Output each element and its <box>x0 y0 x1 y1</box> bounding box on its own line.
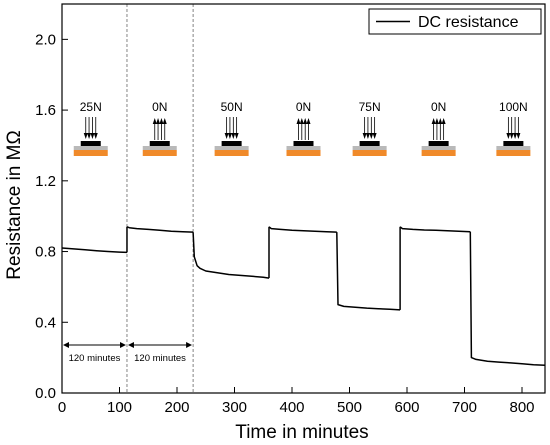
force-icon: 50N <box>214 100 249 156</box>
force-arrow-head <box>303 118 308 124</box>
legend-entry-dc-resistance: DC resistance <box>418 14 519 31</box>
substrate-orange <box>352 150 387 156</box>
x-tick-label: 200 <box>164 399 189 416</box>
x-tick-label: 400 <box>279 399 304 416</box>
x-tick-label: 300 <box>222 399 247 416</box>
axes-layer: 0 100 200 300 400 500 600 700 800 0.0 0.4 0.8 1.2 1.6… <box>35 3 546 416</box>
force-label: 0N <box>152 100 167 114</box>
force-icon: 0N <box>142 100 177 156</box>
substrate-orange <box>421 150 456 156</box>
force-arrow-head <box>362 133 367 139</box>
force-icon: 0N <box>286 100 321 156</box>
interval-label: 120 minutes <box>134 353 186 364</box>
x-tick-label: 100 <box>107 399 132 416</box>
force-arrow-head <box>152 118 157 124</box>
substrate-orange <box>214 150 249 156</box>
force-arrow-head <box>441 118 446 124</box>
sensor-block <box>359 141 380 146</box>
sensor-block <box>293 141 314 146</box>
substrate-gray <box>421 146 456 150</box>
substrate-orange <box>496 150 531 156</box>
force-label: 0N <box>296 100 311 114</box>
force-arrow-head <box>509 133 514 139</box>
force-arrow-head <box>434 118 439 124</box>
substrate-orange <box>142 150 177 156</box>
force-label: 50N <box>221 100 243 114</box>
force-arrow-head <box>90 133 95 139</box>
substrate-gray <box>352 146 387 150</box>
series-layer <box>61 226 546 366</box>
force-arrow-head <box>506 133 511 139</box>
sensor-block <box>80 141 101 146</box>
force-arrow-head <box>296 118 301 124</box>
force-arrow-head <box>234 133 239 139</box>
y-tick-label: 0.0 <box>35 385 56 402</box>
y-axis-title: Resistance in MΩ <box>4 130 25 279</box>
series-dc-resistance-segment <box>192 232 270 279</box>
force-arrow-head <box>159 118 164 124</box>
force-label: 0N <box>431 100 446 114</box>
sensor-block <box>428 141 449 146</box>
x-axis-title: Time in minutes <box>235 422 368 443</box>
force-arrow-head <box>369 133 374 139</box>
force-label: 100N <box>499 100 528 114</box>
substrate-gray <box>73 146 108 150</box>
force-icon: 75N <box>352 100 387 156</box>
substrate-gray <box>142 146 177 150</box>
force-arrow-head <box>224 133 229 139</box>
series-dc-resistance-segment <box>61 247 128 254</box>
force-arrow-head <box>299 118 304 124</box>
vertical-marker-layer <box>126 4 194 393</box>
interval-annotation-layer: 120 minutes 120 minutes <box>63 342 193 364</box>
force-arrow-head <box>93 133 98 139</box>
force-icon: 100N <box>496 100 531 156</box>
y-tick-label: 0.4 <box>35 314 56 331</box>
force-arrow-head <box>87 133 92 139</box>
substrate-gray <box>286 146 321 150</box>
substrate-orange <box>286 150 321 156</box>
interval-label: 120 minutes <box>69 353 121 364</box>
substrate-gray <box>496 146 531 150</box>
force-arrow-head <box>306 118 311 124</box>
plot-frame <box>61 3 546 394</box>
x-tick-label: 700 <box>452 399 477 416</box>
sensor-block <box>503 141 524 146</box>
force-arrow-head <box>156 118 161 124</box>
series-dc-resistance-segment <box>336 232 401 311</box>
sensor-block <box>149 141 170 146</box>
force-arrow-head <box>438 118 443 124</box>
force-arrow-head <box>162 118 167 124</box>
series-dc-resistance-segment <box>399 226 471 233</box>
substrate-orange <box>73 150 108 156</box>
force-icon: 25N <box>73 100 108 156</box>
force-annotation-layer: 25N 0N 50N 0N 75N 0N 100N <box>73 100 531 156</box>
y-tick-label: 1.2 <box>35 173 56 190</box>
x-tick-label: 600 <box>394 399 419 416</box>
y-tick-label: 1.6 <box>35 102 56 119</box>
series-dc-resistance-segment <box>469 231 546 366</box>
series-dc-resistance-segment <box>268 226 337 233</box>
force-arrow-head <box>365 133 370 139</box>
x-tick-label: 0 <box>58 399 66 416</box>
force-arrow-head <box>231 133 236 139</box>
force-icon: 0N <box>421 100 456 156</box>
force-label: 75N <box>359 100 381 114</box>
force-arrow-head <box>372 133 377 139</box>
force-arrow-head <box>83 133 88 139</box>
y-tick-label: 2.0 <box>35 31 56 48</box>
force-arrow-head <box>516 133 521 139</box>
force-arrow-head <box>431 118 436 124</box>
force-arrow-head <box>513 133 518 139</box>
legend: DC resistance <box>368 8 542 35</box>
series-dc-resistance-segment <box>126 226 194 233</box>
substrate-gray <box>214 146 249 150</box>
y-tick-label: 0.8 <box>35 244 56 261</box>
force-label: 25N <box>80 100 102 114</box>
x-tick-label: 500 <box>337 399 362 416</box>
x-tick-label: 800 <box>509 399 534 416</box>
sensor-block <box>221 141 242 146</box>
force-arrow-head <box>227 133 232 139</box>
